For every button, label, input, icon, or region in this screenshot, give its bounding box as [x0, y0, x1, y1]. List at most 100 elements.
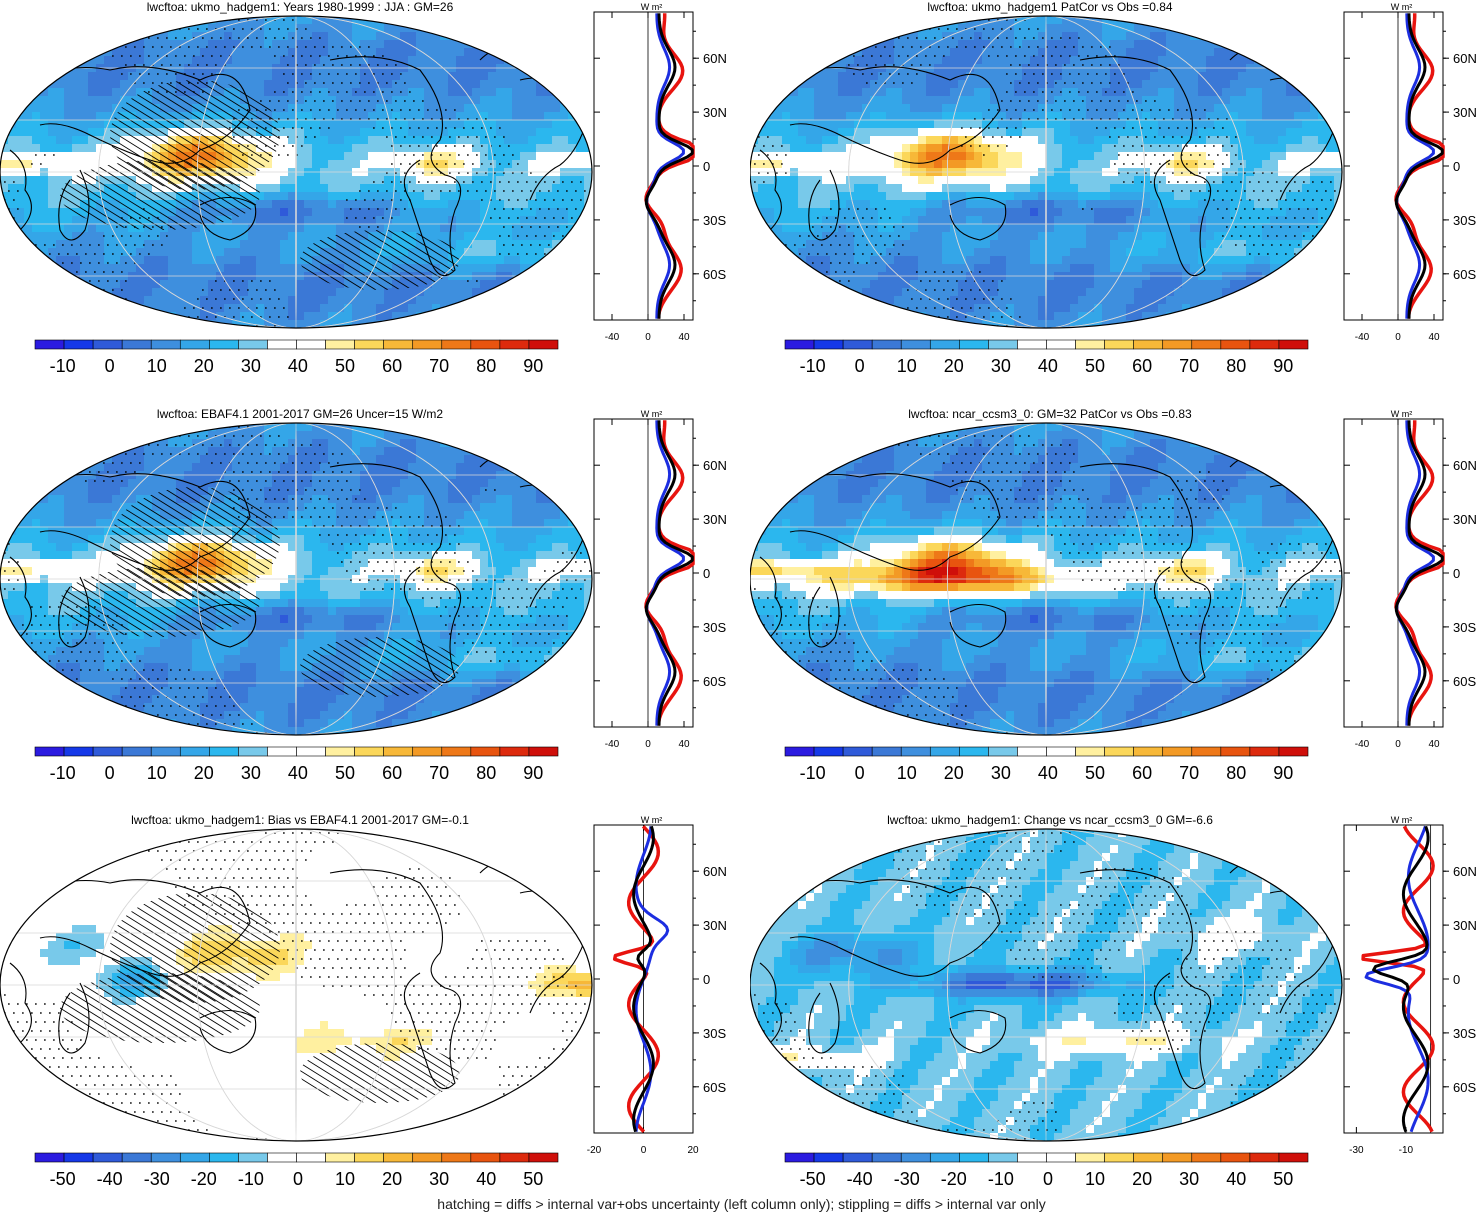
colorbar-swatch [988, 1153, 1017, 1162]
colorbar-swatch [1163, 1153, 1192, 1162]
lat-tick-label: 30S [1453, 1026, 1476, 1041]
colorbar-label: 10 [335, 1169, 355, 1189]
colorbar-swatch [529, 747, 558, 756]
colorbar-swatch [959, 340, 988, 349]
colorbar-swatch [529, 340, 558, 349]
colorbar-swatch [785, 1153, 814, 1162]
colorbar-swatch [500, 340, 529, 349]
colorbar-swatch [326, 1153, 355, 1162]
lat-tick-label: 30N [703, 918, 727, 933]
colorbar-label: 10 [1085, 1169, 1105, 1189]
colorbar-swatch [267, 1153, 296, 1162]
colorbar-label: 30 [991, 763, 1011, 783]
lat-tick-label: 60N [1453, 458, 1477, 473]
zonal-x-tick-label: 0 [645, 739, 651, 750]
colorbar-swatch [1076, 340, 1105, 349]
colorbar-label: 10 [147, 356, 167, 376]
colorbar-label: -10 [50, 763, 76, 783]
zonal-unit-label: W m² [641, 409, 663, 419]
zonal-x-tick-label: -30 [1349, 1145, 1364, 1156]
colorbar-swatch [355, 1153, 384, 1162]
colorbar-swatch [64, 747, 93, 756]
chart-panel-6: lwcftoa: ukmo_hadgem1: Change vs ncar_cc… [750, 813, 1483, 1218]
colorbar-swatch [1279, 747, 1308, 756]
colorbar-label: 90 [1273, 356, 1293, 376]
colorbar-label: 30 [991, 356, 1011, 376]
colorbar-swatch [209, 747, 238, 756]
colorbar-label: 0 [105, 763, 115, 783]
colorbar-swatch [901, 747, 930, 756]
colorbar-swatch [1047, 747, 1076, 756]
lat-tick-label: 30S [1453, 620, 1476, 635]
colorbar-swatch [529, 1153, 558, 1162]
colorbar-swatch [872, 340, 901, 349]
colorbar-swatch [872, 1153, 901, 1162]
colorbar-swatch [122, 1153, 151, 1162]
zonal-x-tick-label: -40 [1355, 739, 1370, 750]
colorbar-swatch [442, 340, 471, 349]
colorbar-swatch [1192, 747, 1221, 756]
colorbar-swatch [500, 1153, 529, 1162]
colorbar-swatch [1105, 1153, 1134, 1162]
colorbar-label: 60 [1132, 356, 1152, 376]
colorbar-label: 50 [335, 763, 355, 783]
colorbar-label: 80 [476, 356, 496, 376]
colorbar-swatch [355, 340, 384, 349]
colorbar-swatch [930, 1153, 959, 1162]
colorbar-swatch [326, 747, 355, 756]
colorbar-swatch [209, 1153, 238, 1162]
colorbar-label: -50 [800, 1169, 826, 1189]
colorbar-swatch [384, 747, 413, 756]
colorbar-swatch [442, 1153, 471, 1162]
lat-tick-label: 0 [703, 566, 710, 581]
colorbar-label: 90 [1273, 763, 1293, 783]
colorbar-label: -10 [988, 1169, 1014, 1189]
zonal-x-tick-label: 0 [1395, 332, 1401, 343]
lat-tick-label: 30S [703, 620, 726, 635]
colorbar-label: 0 [855, 763, 865, 783]
colorbar-label: 50 [1273, 1169, 1293, 1189]
colorbar-swatch [297, 1153, 326, 1162]
colorbar-label: 60 [382, 763, 402, 783]
colorbar-swatch [297, 747, 326, 756]
colorbar-swatch [151, 1153, 180, 1162]
colorbar-swatch [151, 747, 180, 756]
colorbar-swatch [1105, 747, 1134, 756]
lat-tick-label: 0 [1453, 159, 1460, 174]
colorbar-label: 10 [897, 356, 917, 376]
colorbar-swatch [1047, 1153, 1076, 1162]
colorbar-label: 0 [105, 356, 115, 376]
colorbar-swatch [35, 1153, 64, 1162]
zonal-x-tick-label: 40 [678, 332, 690, 343]
colorbar-label: 90 [523, 763, 543, 783]
colorbar-swatch [413, 747, 442, 756]
colorbar-swatch [843, 1153, 872, 1162]
colorbar-swatch [413, 1153, 442, 1162]
colorbar-swatch [814, 747, 843, 756]
colorbar-swatch [843, 747, 872, 756]
colorbar-label: 20 [1132, 1169, 1152, 1189]
lat-tick-label: 30S [703, 213, 726, 228]
footer-note: hatching = diffs > internal var+obs unce… [0, 1196, 1483, 1212]
zonal-x-tick-label: -40 [605, 332, 620, 343]
colorbar-swatch [1250, 747, 1279, 756]
zonal-x-tick-label: 40 [1428, 332, 1440, 343]
zonal-x-tick-label: -20 [587, 1145, 602, 1156]
colorbar-swatch [355, 747, 384, 756]
colorbar-label: 70 [1179, 356, 1199, 376]
colorbar-label: 50 [1085, 763, 1105, 783]
colorbar-swatch [122, 747, 151, 756]
colorbar-label: -50 [50, 1169, 76, 1189]
colorbar-swatch [1076, 747, 1105, 756]
zonal-x-tick-label: 40 [1428, 739, 1440, 750]
chart-panel-4: lwcftoa: ncar_ccsm3_0: GM=32 PatCor vs O… [750, 407, 1483, 812]
